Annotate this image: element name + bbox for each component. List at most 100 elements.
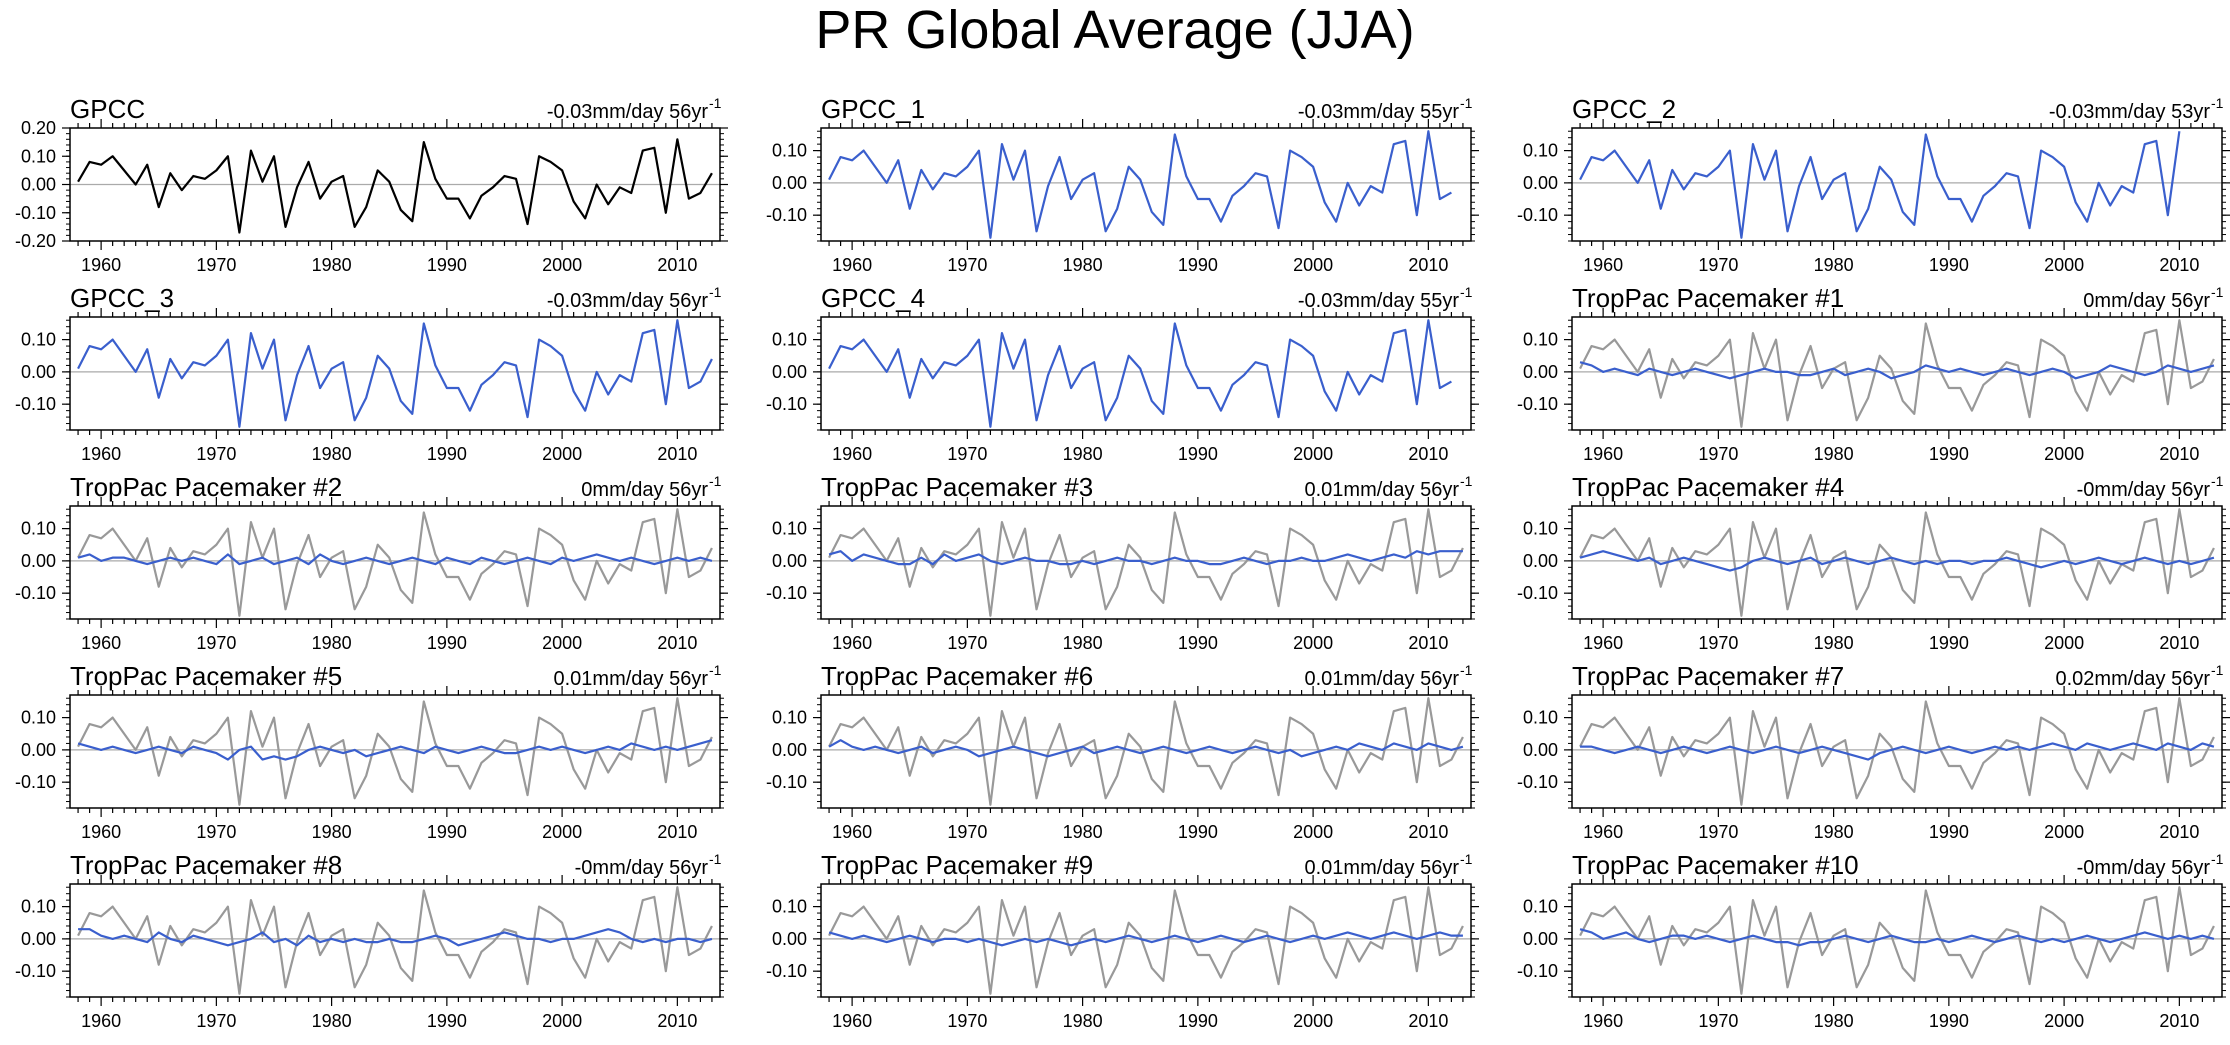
trend-exponent: -1 xyxy=(1460,95,1473,111)
x-tick-label: 2010 xyxy=(1408,822,1448,842)
x-tick-label: 2000 xyxy=(1293,255,1333,275)
panel-title: TropPac Pacemaker #7 xyxy=(1572,661,1844,691)
y-tick-label: 0.00 xyxy=(1523,551,1558,571)
panel-title: TropPac Pacemaker #8 xyxy=(70,850,342,880)
panel-14: TropPac Pacemaker #9 0.01mm/day 56yr -1 196… xyxy=(766,850,1479,1031)
y-tick-label: 0.20 xyxy=(21,118,56,138)
trend-label: 0.01mm/day 56yr xyxy=(1304,857,1459,879)
x-tick-label: 1970 xyxy=(196,1011,236,1031)
trend-label: -0.03mm/day 53yr xyxy=(2049,101,2211,123)
panel-9: TropPac Pacemaker #4 -0mm/day 56yr -1 1960 1… xyxy=(1517,472,2230,653)
y-tick-label: -0.10 xyxy=(15,961,56,981)
y-tick-label: 0.00 xyxy=(1523,362,1558,382)
x-tick-label: 1990 xyxy=(1178,822,1218,842)
x-tick-label: 2000 xyxy=(2044,444,2084,464)
x-tick-label: 1990 xyxy=(427,822,467,842)
plot-frame xyxy=(1571,316,2223,431)
y-tick-label: -0.10 xyxy=(766,205,807,225)
trend-exponent: -1 xyxy=(2211,284,2224,300)
y-tick-label: 0.00 xyxy=(772,740,807,760)
y-tick-label: 0.00 xyxy=(21,551,56,571)
plot-frame xyxy=(1571,883,2223,998)
y-tick-label: 0.00 xyxy=(772,173,807,193)
y-tick-label: -0.20 xyxy=(15,231,56,251)
obs-series-line xyxy=(77,697,713,806)
y-tick-label: -0.10 xyxy=(1517,961,1558,981)
panel-6: TropPac Pacemaker #1 0mm/day 56yr -1 1960 19… xyxy=(1517,283,2230,464)
x-tick-label: 2000 xyxy=(1293,633,1333,653)
x-tick-label: 1960 xyxy=(832,633,872,653)
x-tick-label: 1980 xyxy=(1063,255,1103,275)
y-tick-label: 0.10 xyxy=(772,330,807,350)
panel-title: GPCC_3 xyxy=(70,283,174,313)
x-tick-label: 1960 xyxy=(832,822,872,842)
obs-series-line xyxy=(1579,886,2215,995)
trend-label: 0.01mm/day 56yr xyxy=(1304,668,1459,690)
x-tick-label: 1960 xyxy=(81,633,121,653)
x-tick-label: 1960 xyxy=(832,444,872,464)
obs-series-line xyxy=(77,508,713,617)
x-tick-label: 1990 xyxy=(1178,444,1218,464)
panel-12: TropPac Pacemaker #7 0.02mm/day 56yr -1 196… xyxy=(1517,661,2230,842)
x-tick-label: 2000 xyxy=(542,822,582,842)
obs-series-line xyxy=(77,886,713,995)
x-tick-label: 1970 xyxy=(1698,255,1738,275)
model-series-line xyxy=(1580,742,2215,761)
x-tick-label: 1960 xyxy=(81,1011,121,1031)
panel-13: TropPac Pacemaker #8 -0mm/day 56yr -1 1960 1… xyxy=(15,850,728,1031)
model-series-line xyxy=(78,928,713,947)
x-tick-label: 1980 xyxy=(1063,444,1103,464)
model-series-line xyxy=(828,739,1464,758)
panel-11: TropPac Pacemaker #6 0.01mm/day 56yr -1 196… xyxy=(766,661,1479,842)
plot-frame xyxy=(1571,694,2223,809)
x-tick-label: 2000 xyxy=(542,444,582,464)
x-tick-label: 2000 xyxy=(1293,444,1333,464)
trend-label: -0mm/day 56yr xyxy=(2077,857,2211,879)
panel-10: TropPac Pacemaker #5 0.01mm/day 56yr -1 196… xyxy=(15,661,728,842)
y-tick-label: -0.10 xyxy=(766,961,807,981)
y-tick-label: 0.00 xyxy=(772,929,807,949)
x-tick-label: 1990 xyxy=(1929,444,1969,464)
y-tick-label: 0.10 xyxy=(1523,708,1558,728)
obs-series-line xyxy=(1579,697,2215,806)
model-series-line xyxy=(828,931,1463,947)
x-tick-label: 2010 xyxy=(657,633,697,653)
trend-exponent: -1 xyxy=(709,284,722,300)
x-tick-label: 1960 xyxy=(81,444,121,464)
y-tick-label: 0.10 xyxy=(772,708,807,728)
x-tick-label: 1970 xyxy=(1698,822,1738,842)
x-tick-label: 2010 xyxy=(1408,255,1448,275)
x-tick-label: 1970 xyxy=(196,822,236,842)
panel-title: TropPac Pacemaker #1 xyxy=(1572,283,1844,313)
x-tick-label: 2010 xyxy=(2159,822,2199,842)
model-series-line xyxy=(1579,550,2215,572)
obs-series-line xyxy=(828,508,1464,617)
x-tick-label: 1980 xyxy=(1814,633,1854,653)
x-tick-label: 1980 xyxy=(1063,822,1103,842)
x-tick-label: 2010 xyxy=(1408,1011,1448,1031)
obs-series-line xyxy=(1579,131,2181,239)
x-tick-label: 1960 xyxy=(1583,255,1623,275)
y-tick-label: 0.00 xyxy=(21,740,56,760)
panel-1: GPCC -0.03mm/day 56yr -1 1960 1970 1980 1990 20… xyxy=(15,94,728,275)
x-tick-label: 2010 xyxy=(1408,633,1448,653)
x-tick-label: 1980 xyxy=(1063,633,1103,653)
x-tick-label: 2010 xyxy=(657,1011,697,1031)
y-tick-label: 0.00 xyxy=(772,551,807,571)
x-tick-label: 1990 xyxy=(1929,255,1969,275)
x-tick-label: 1990 xyxy=(427,633,467,653)
plot-frame xyxy=(69,505,721,620)
trend-label: -0.03mm/day 55yr xyxy=(1298,290,1460,312)
panel-title: TropPac Pacemaker #9 xyxy=(821,850,1093,880)
plot-frame xyxy=(820,127,1472,242)
y-tick-label: 0.00 xyxy=(21,362,56,382)
trend-exponent: -1 xyxy=(709,95,722,111)
plot-frame xyxy=(1571,127,2223,242)
obs-series-line xyxy=(828,130,1452,239)
plot-frame xyxy=(69,883,721,998)
y-tick-label: -0.10 xyxy=(1517,205,1558,225)
y-tick-label: -0.10 xyxy=(15,394,56,414)
trend-exponent: -1 xyxy=(1460,284,1473,300)
x-tick-label: 1980 xyxy=(1814,444,1854,464)
